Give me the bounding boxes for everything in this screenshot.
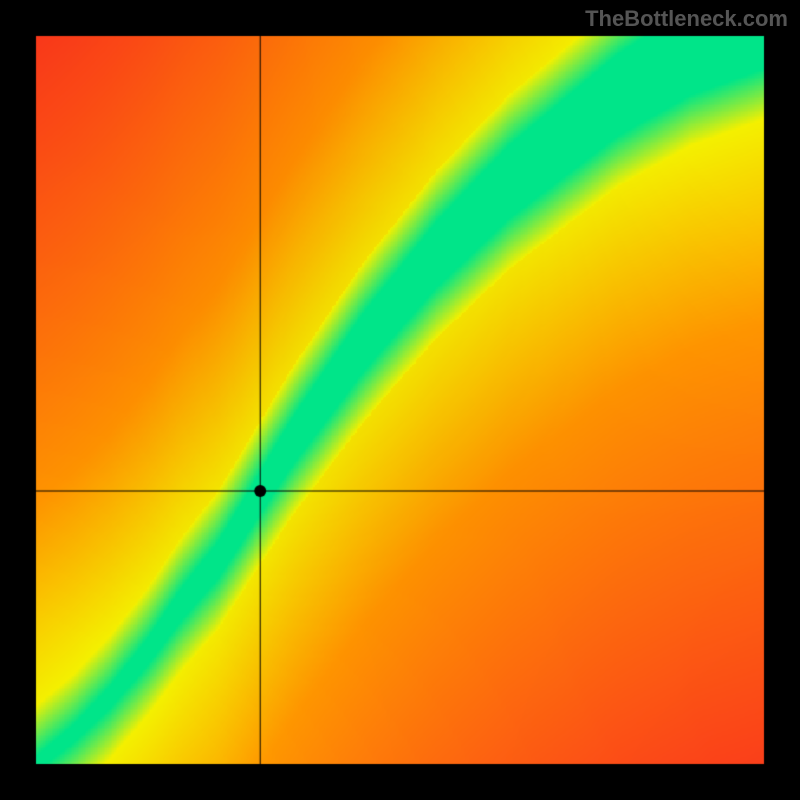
watermark-text: TheBottleneck.com <box>585 6 788 32</box>
chart-container: TheBottleneck.com <box>0 0 800 800</box>
heatmap-canvas <box>0 0 800 800</box>
